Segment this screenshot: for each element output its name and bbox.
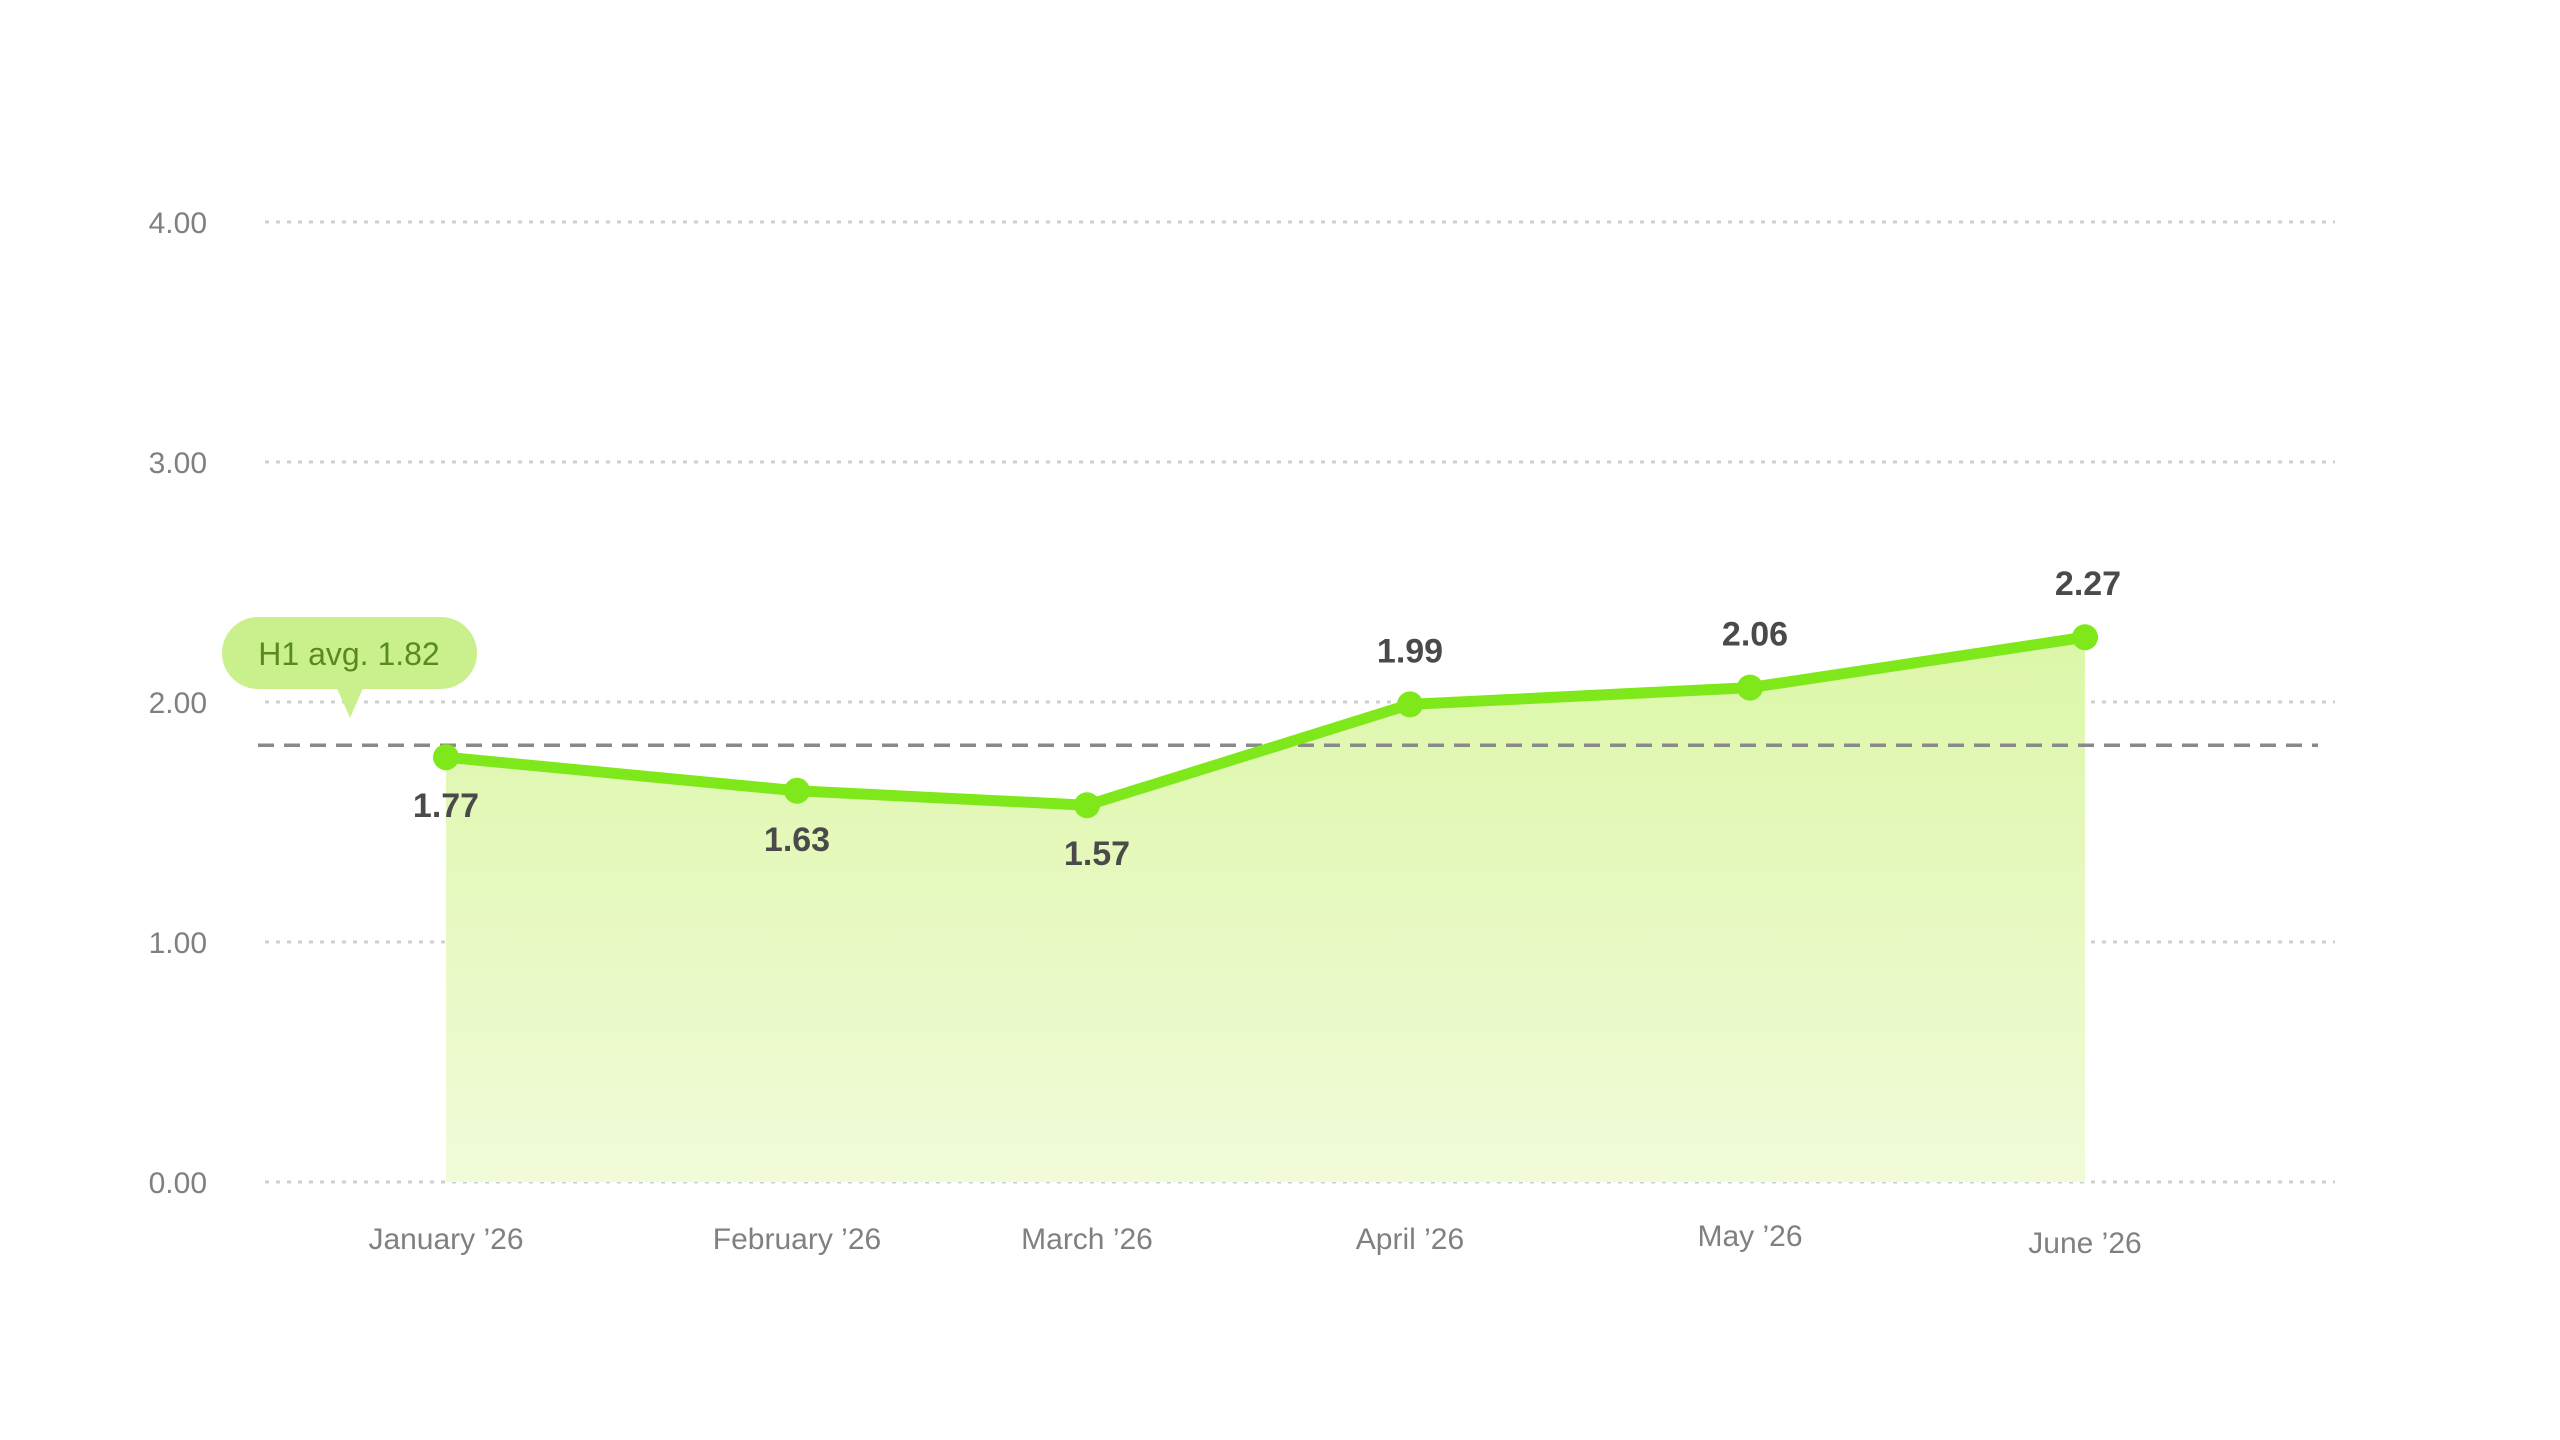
x-tick-label: January ’26 (368, 1223, 523, 1256)
y-tick-label: 2.00 (149, 687, 207, 720)
area-fill (446, 637, 2085, 1182)
series-line (440, 631, 2091, 811)
data-point (433, 744, 459, 771)
x-tick-label: March ’26 (1021, 1223, 1153, 1256)
data-point (1397, 691, 1423, 718)
average-badge-label: H1 avg. 1.82 (258, 636, 439, 672)
average-badge: H1 avg. 1.82 (222, 617, 477, 718)
average-badge-pointer (336, 686, 364, 718)
data-point (1074, 792, 1100, 819)
y-tick-label: 0.00 (149, 1167, 207, 1200)
data-label: 1.57 (1064, 835, 1130, 873)
x-axis-ticks: January ’26 February ’26 March ’26 April ’2… (368, 1220, 2141, 1260)
data-label: 1.99 (1377, 632, 1443, 670)
data-point (784, 777, 810, 804)
data-label: 2.06 (1722, 616, 1788, 654)
data-point (2072, 624, 2098, 651)
data-point (1737, 674, 1763, 701)
average-badge-pill (222, 617, 477, 689)
data-label: 1.77 (413, 787, 479, 825)
data-label: 2.27 (2055, 565, 2121, 603)
series-line-layer (440, 631, 2091, 811)
area-fill-layer (446, 637, 2085, 1182)
x-tick-label: February ’26 (713, 1223, 881, 1256)
data-labels: 1.77 1.63 1.57 1.99 2.06 2.27 (413, 565, 2121, 873)
y-tick-label: 4.00 (149, 207, 207, 240)
x-tick-label: June ’26 (2028, 1227, 2141, 1260)
y-tick-label: 3.00 (149, 447, 207, 480)
y-axis-ticks: 0.00 1.00 2.00 3.00 4.00 (149, 207, 207, 1200)
x-tick-label: April ’26 (1356, 1223, 1464, 1256)
x-tick-label: May ’26 (1697, 1220, 1802, 1253)
data-label: 1.63 (764, 821, 830, 859)
data-points (433, 624, 2098, 819)
y-tick-label: 1.00 (149, 927, 207, 960)
